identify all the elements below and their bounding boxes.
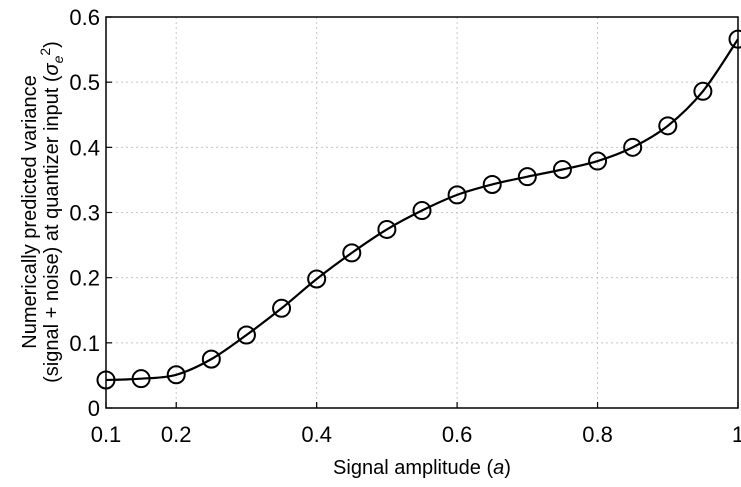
data-point-marker [131,369,151,389]
x-tick-label: 0.2 [161,422,192,447]
data-point-marker [693,81,713,101]
data-point-marker [96,370,116,390]
data-point-marker [623,137,643,157]
x-tick-label: 0.8 [582,422,613,447]
data-point-marker [236,325,256,345]
data-point-marker [377,219,397,239]
y-axis-label-line-2: (signal + noise) at quantizer input (σe2… [37,41,66,383]
data-point-marker [412,201,432,221]
x-tick-label: 1 [732,422,741,447]
data-point-marker [728,29,741,49]
x-tick-label: 0.6 [442,422,473,447]
series-layer [96,29,741,390]
y-axis-label-line-1: Numerically predicted variance [19,75,41,348]
data-point-marker [588,151,608,171]
y-tick-label: 0.4 [69,135,100,160]
y-tick-label: 0.6 [69,5,100,30]
data-point-marker [272,298,292,318]
data-point-marker [307,269,327,289]
tick-layer: 0.1 0.2 0.4 0.6 0.8 100.10.20.30.40.50.6 [69,5,741,447]
y-tick-label: 0 [88,396,100,421]
x-tick-label: 0.1 [91,422,122,447]
data-point-marker [201,349,221,369]
data-point-marker [342,243,362,263]
data-point-marker [552,159,572,179]
data-point-marker [447,185,467,205]
data-point-marker [482,174,502,194]
data-point-marker [658,116,678,136]
grid-layer [106,17,738,408]
x-tick-label: 0.4 [301,422,332,447]
data-point-marker [166,365,186,385]
y-tick-label: 0.5 [69,70,100,95]
data-point-marker [517,167,537,187]
y-axis-label: Numerically predicted variance (signal +… [19,41,66,383]
x-axis-label: Signal amplitude (a) [333,457,511,479]
y-tick-label: 0.2 [69,266,100,291]
series-line [105,38,739,382]
y-tick-label: 0.1 [69,331,100,356]
y-tick-label: 0.3 [69,201,100,226]
